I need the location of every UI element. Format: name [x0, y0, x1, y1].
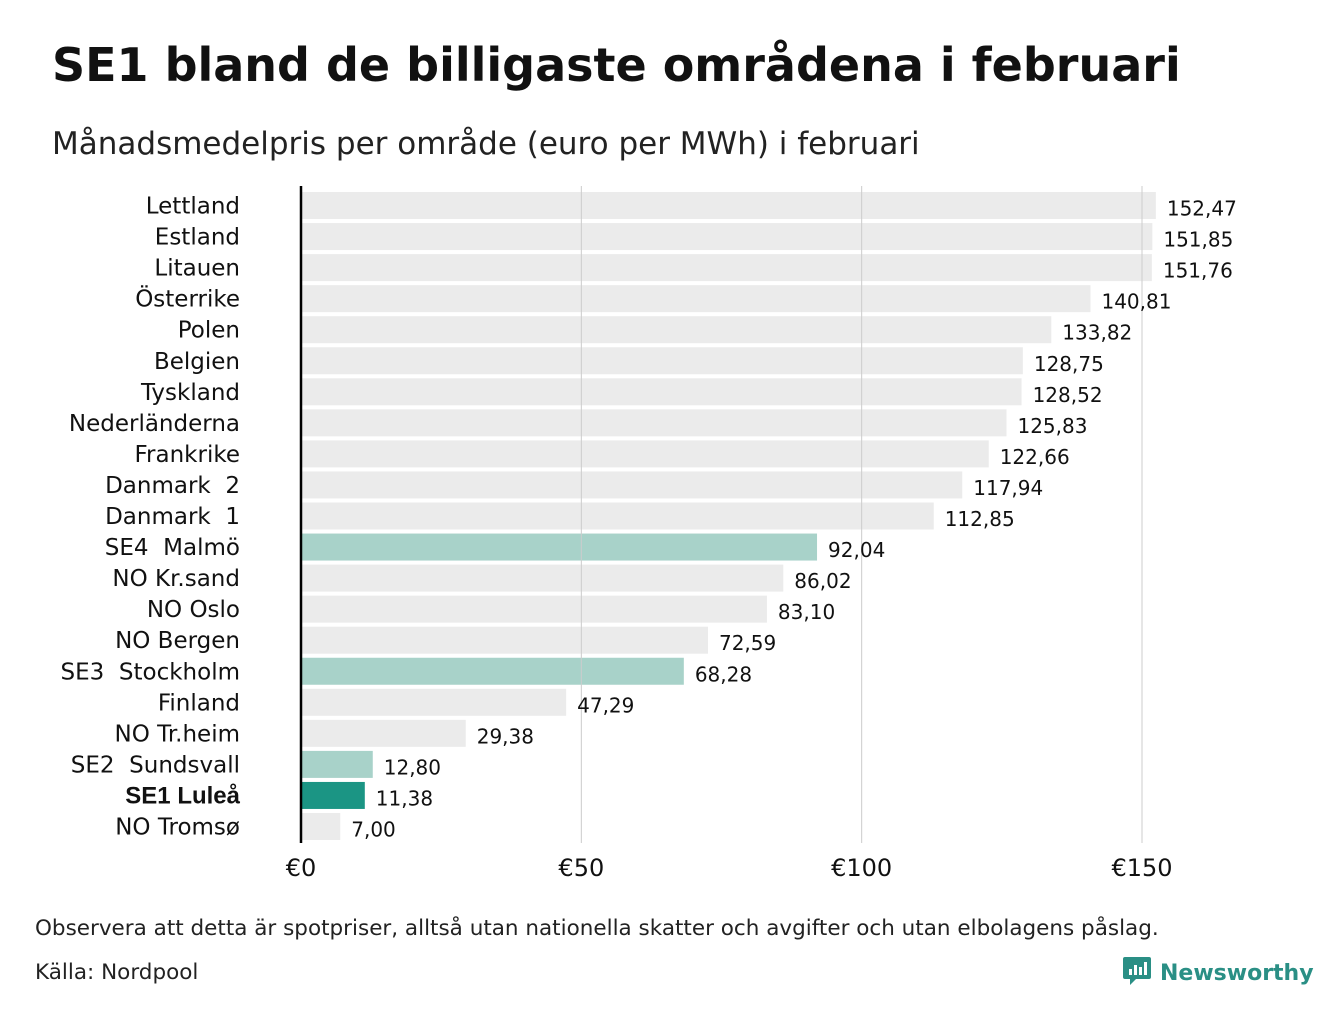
value-label: 133,82 — [1062, 321, 1132, 345]
x-tick-label: €100 — [831, 854, 892, 882]
value-label: 12,80 — [384, 755, 441, 779]
category-label: Danmark 1 — [105, 504, 240, 530]
bar — [301, 657, 684, 685]
category-label: NO Oslo — [147, 597, 240, 623]
category-label: Danmark 2 — [105, 473, 240, 499]
bar — [301, 719, 466, 747]
category-label: Polen — [178, 318, 240, 344]
bar — [301, 254, 1152, 282]
brand-name: Newsworthy — [1160, 960, 1314, 986]
bar — [301, 409, 1007, 437]
value-label: 125,83 — [1017, 414, 1087, 438]
category-label: SE1 Luleå — [125, 782, 240, 809]
bar — [301, 564, 784, 592]
value-label: 83,10 — [778, 600, 835, 624]
value-label: 29,38 — [477, 724, 534, 748]
value-label: 140,81 — [1101, 290, 1171, 314]
bar — [301, 192, 1156, 219]
value-label: 11,38 — [376, 786, 433, 810]
value-label: 47,29 — [577, 693, 634, 717]
value-label: 68,28 — [695, 662, 752, 686]
brand-logo: Newsworthy — [1122, 955, 1314, 991]
value-label: 117,94 — [973, 476, 1043, 500]
category-label: NO Tromsø — [115, 815, 240, 841]
category-label: Lettland — [146, 194, 240, 220]
category-label: SE3 Stockholm — [61, 659, 241, 685]
value-label: 86,02 — [794, 569, 851, 593]
category-label: NO Tr.heim — [115, 721, 240, 747]
value-label: 72,59 — [719, 631, 776, 655]
bar — [301, 502, 934, 530]
x-tick-label: €50 — [558, 854, 604, 882]
category-label: Finland — [158, 690, 240, 716]
category-label: Belgien — [154, 349, 240, 375]
bar — [301, 285, 1091, 313]
bar — [301, 781, 365, 809]
category-label: Nederländerna — [69, 411, 240, 437]
bar — [301, 688, 567, 716]
x-tick-label: €150 — [1111, 854, 1172, 882]
source-line: Källa: Nordpool — [35, 960, 199, 985]
category-label: SE2 Sundsvall — [71, 752, 240, 778]
category-label: SE4 Malmö — [105, 535, 240, 561]
value-label: 112,85 — [945, 507, 1015, 531]
bar — [301, 223, 1153, 251]
chart-title: SE1 bland de billigaste områdena i febru… — [52, 38, 1181, 92]
category-label: Österrike — [135, 285, 240, 313]
bar — [301, 347, 1023, 375]
bar — [301, 316, 1052, 344]
bar — [301, 750, 373, 778]
value-label: 92,04 — [828, 538, 885, 562]
category-label: NO Bergen — [115, 628, 240, 654]
category-label: Tyskland — [140, 380, 240, 406]
bar-chart: Lettland 152,47 Estland 151,85 Litauen 151,76… — [61, 186, 1237, 882]
bar — [301, 595, 767, 623]
value-label: 152,47 — [1167, 197, 1237, 221]
value-label: 151,85 — [1163, 228, 1233, 252]
bar — [301, 813, 341, 840]
bar — [301, 533, 818, 561]
value-label: 128,52 — [1033, 383, 1103, 407]
category-label: Frankrike — [135, 442, 241, 468]
category-label: Litauen — [154, 256, 240, 282]
value-label: 7,00 — [351, 818, 396, 842]
bar — [301, 471, 963, 499]
footnote: Observera att detta är spotpriser, allts… — [35, 916, 1159, 941]
value-label: 122,66 — [1000, 445, 1070, 469]
newsworthy-logo-icon — [1122, 955, 1152, 991]
bar — [301, 378, 1022, 406]
x-tick-label: €0 — [286, 854, 317, 882]
category-label: Estland — [155, 225, 240, 251]
bar — [301, 440, 989, 468]
bar — [301, 626, 708, 654]
chart-subtitle: Månadsmedelpris per område (euro per MWh… — [52, 126, 920, 162]
category-label: NO Kr.sand — [112, 566, 240, 592]
value-label: 151,76 — [1163, 259, 1233, 283]
value-label: 128,75 — [1034, 352, 1104, 376]
